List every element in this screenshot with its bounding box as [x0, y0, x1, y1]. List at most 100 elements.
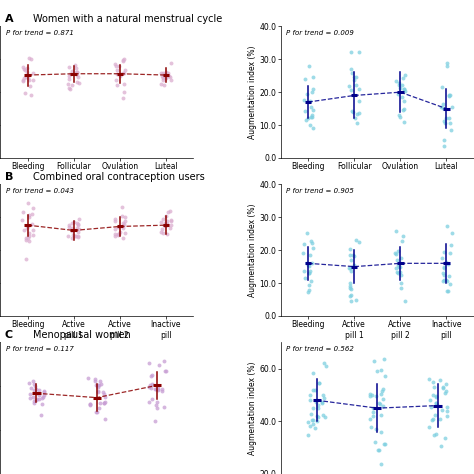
Point [25, 213, 32, 221]
Point [111, 217, 119, 225]
Point [309, 404, 317, 411]
Point [426, 424, 433, 431]
Point [111, 230, 119, 238]
Point [346, 284, 354, 292]
Point [115, 230, 123, 238]
Point [27, 91, 35, 99]
Point [443, 407, 450, 415]
Point [111, 61, 119, 68]
Point [377, 428, 384, 436]
Point [394, 247, 402, 255]
Point [347, 65, 355, 73]
Point [309, 369, 317, 376]
Point [322, 362, 329, 369]
Point [19, 63, 27, 71]
Point [167, 76, 175, 83]
Point [433, 399, 440, 407]
Point [425, 375, 433, 383]
Point [302, 116, 310, 123]
Point [307, 410, 315, 418]
Point [27, 55, 35, 63]
Point [68, 67, 76, 75]
Text: B: B [5, 172, 13, 182]
Point [309, 111, 316, 118]
Point [162, 367, 169, 374]
Point [371, 357, 378, 365]
Point [303, 229, 310, 237]
Point [380, 355, 388, 363]
Point [306, 97, 313, 105]
Point [155, 382, 162, 390]
Point [71, 232, 78, 240]
Point [160, 229, 167, 237]
Point [95, 381, 102, 389]
Point [27, 390, 34, 398]
Point [306, 423, 314, 430]
Point [154, 385, 162, 392]
Point [160, 81, 167, 89]
Point [433, 401, 441, 408]
Point [399, 74, 406, 82]
Point [32, 385, 39, 392]
Point [29, 76, 36, 84]
Point [29, 204, 36, 212]
Point [315, 379, 323, 386]
Point [400, 118, 408, 126]
Point [432, 392, 440, 400]
Point [92, 408, 100, 415]
Point [162, 221, 169, 229]
Point [381, 440, 389, 448]
Point [26, 82, 34, 90]
Point [400, 105, 408, 113]
Point [306, 267, 314, 275]
Point [309, 416, 317, 424]
Point [349, 251, 356, 259]
Point [301, 108, 309, 115]
Point [115, 230, 122, 238]
Point [29, 69, 36, 76]
Point [147, 373, 155, 380]
Point [118, 70, 125, 78]
Point [117, 73, 124, 80]
Point [397, 255, 404, 262]
Point [309, 420, 316, 428]
Point [94, 389, 102, 396]
Point [146, 383, 153, 391]
Point [74, 221, 82, 228]
Point [91, 377, 99, 385]
Point [39, 393, 47, 401]
Text: P for trend = 0.905: P for trend = 0.905 [286, 188, 354, 194]
Point [38, 400, 46, 408]
Point [163, 71, 171, 79]
Point [84, 374, 92, 382]
Point [443, 287, 451, 295]
Point [446, 280, 454, 288]
Point [69, 234, 76, 242]
Point [74, 228, 82, 236]
Point [148, 381, 155, 388]
Point [163, 221, 171, 229]
Point [347, 256, 355, 264]
Point [396, 259, 403, 266]
Point [65, 64, 73, 71]
Point [445, 114, 453, 122]
Point [392, 77, 400, 85]
Point [100, 389, 107, 396]
Point [22, 73, 30, 80]
Point [308, 103, 315, 111]
Point [30, 400, 38, 407]
Point [307, 396, 314, 403]
Point [305, 286, 312, 293]
Point [307, 392, 314, 399]
Point [66, 76, 73, 83]
Point [447, 241, 455, 249]
Point [164, 218, 171, 225]
Point [25, 55, 32, 62]
Point [440, 264, 448, 272]
Point [101, 415, 109, 423]
Point [301, 274, 309, 282]
Point [347, 48, 355, 55]
Point [111, 215, 119, 223]
Point [448, 103, 456, 111]
Point [391, 249, 399, 257]
